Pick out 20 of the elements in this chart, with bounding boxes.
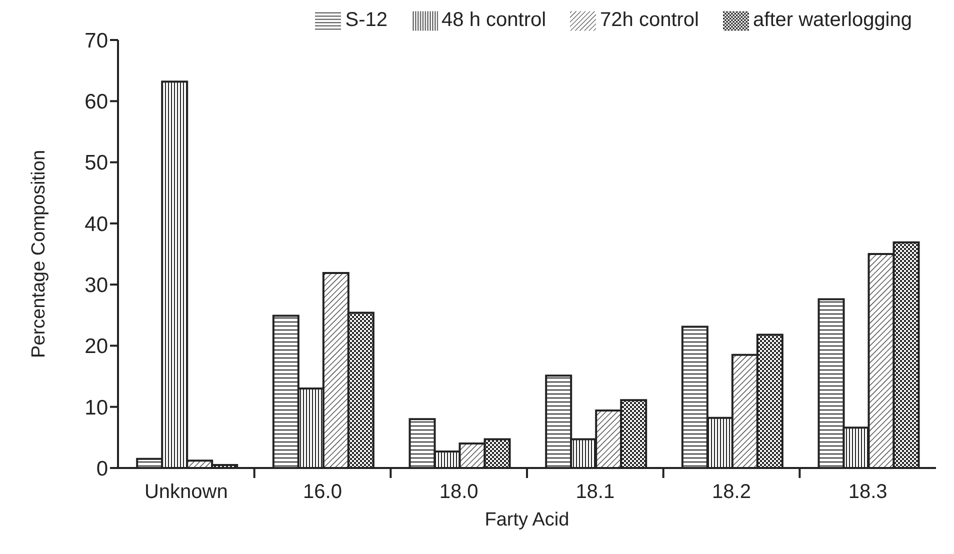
y-tick-label: 60 bbox=[84, 90, 108, 114]
x-tick-label: 18.3 bbox=[848, 481, 888, 503]
legend-label: S-12 bbox=[345, 9, 388, 32]
legend-label: 48 h control bbox=[442, 9, 546, 32]
y-tick-label: 30 bbox=[84, 274, 108, 298]
y-tick-label: 50 bbox=[84, 152, 108, 175]
y-tick-label: 10 bbox=[84, 396, 108, 420]
x-tick-label: 18.0 bbox=[439, 481, 478, 503]
x-tick-label: 16.0 bbox=[303, 481, 342, 503]
legend-label: 72h control bbox=[600, 9, 700, 32]
y-tick-label: 40 bbox=[84, 212, 108, 236]
y-axis-title: Percentage Composition bbox=[28, 150, 50, 358]
x-tick-label: 18.1 bbox=[576, 481, 615, 503]
x-tick-label: 18.2 bbox=[712, 481, 751, 503]
y-tick-label: 20 bbox=[84, 335, 108, 358]
x-tick-label: Unknown bbox=[144, 481, 228, 503]
x-axis-title: Farty Acid bbox=[484, 509, 570, 530]
y-tick-label: 0 bbox=[96, 457, 108, 480]
legend-label: after waterlogging bbox=[753, 9, 912, 32]
y-tick-label: 70 bbox=[84, 29, 108, 52]
